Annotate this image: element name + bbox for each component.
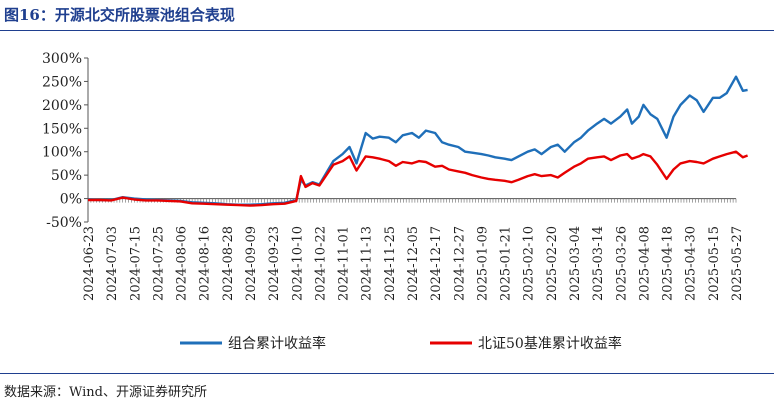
- x-tick-label: 2025-02-10: [522, 226, 537, 301]
- y-tick-label: 200%: [42, 98, 82, 114]
- figure-title: 图16：开源北交所股票池组合表现: [4, 6, 235, 24]
- chart-axes: -50% 0% 50% 100% 150% 200% 250% 300% 2024-06-23 2…: [42, 51, 745, 301]
- legend-label: 组合累计收益率: [228, 335, 326, 352]
- chart-legend: 组合累计收益率 北证50基准累计收益率: [180, 335, 622, 352]
- title-rule: [0, 30, 774, 31]
- x-tick-label: 2025-04-18: [661, 226, 676, 301]
- x-tick-label: 2025-05-15: [707, 226, 722, 301]
- x-tick-label: 2024-07-03: [105, 226, 120, 301]
- x-tick-label: 2025-05-27: [730, 226, 745, 301]
- y-tick-label: 150%: [42, 121, 82, 137]
- x-tick-label: 2024-09-23: [267, 226, 282, 301]
- x-tick-label: 2024-12-05: [406, 226, 421, 301]
- x-tick-label: 2025-03-26: [614, 226, 629, 301]
- x-tick-label: 2024-07-15: [128, 226, 143, 301]
- x-tick-label: 2024-12-17: [429, 226, 444, 301]
- y-tick-label: -50%: [46, 215, 82, 231]
- x-tick-label: 2024-12-27: [452, 226, 467, 301]
- x-tick-label: 2024-06-23: [82, 226, 97, 301]
- x-tick-label: 2025-02-20: [545, 226, 560, 301]
- source-note: 数据来源：Wind、开源证券研究所: [4, 385, 207, 400]
- series-line: [87, 75, 748, 206]
- x-tick-label: 2025-04-08: [637, 226, 652, 301]
- y-tick-label: 250%: [42, 74, 82, 90]
- x-tick-label: 2024-10-22: [313, 226, 328, 301]
- x-tick-label: 2025-03-14: [591, 226, 606, 301]
- x-tick-label: 2024-11-13: [360, 226, 375, 301]
- y-tick-label: 300%: [42, 51, 82, 67]
- legend-label: 北证50基准累计收益率: [478, 335, 622, 352]
- y-tick-label: 0%: [60, 192, 82, 208]
- x-tick-label: 2024-11-25: [383, 226, 398, 301]
- chart-series: [87, 75, 749, 207]
- x-tick-label: 2024-11-01: [337, 226, 352, 301]
- x-tick-label: 2025-01-21: [499, 226, 514, 301]
- y-tick-label: 100%: [42, 145, 82, 161]
- x-tick-label: 2024-08-06: [175, 226, 190, 301]
- line-chart: -50% 0% 50% 100% 150% 200% 250% 300% 2024-06-23 2…: [42, 51, 749, 352]
- x-tick-label: 2024-10-10: [290, 226, 305, 301]
- x-tick-label: 2025-03-04: [568, 226, 583, 301]
- y-tick-label: 50%: [51, 168, 82, 184]
- x-tick-label: 2024-09-09: [244, 226, 259, 301]
- x-tick-label: 2024-08-28: [221, 226, 236, 301]
- series-line: [88, 150, 749, 207]
- footer-rule: [0, 373, 774, 374]
- x-tick-label: 2024-08-16: [198, 226, 213, 301]
- x-tick-label: 2024-07-25: [151, 226, 166, 301]
- x-tick-label: 2025-01-09: [475, 226, 490, 301]
- x-tick-label: 2025-04-30: [684, 226, 699, 301]
